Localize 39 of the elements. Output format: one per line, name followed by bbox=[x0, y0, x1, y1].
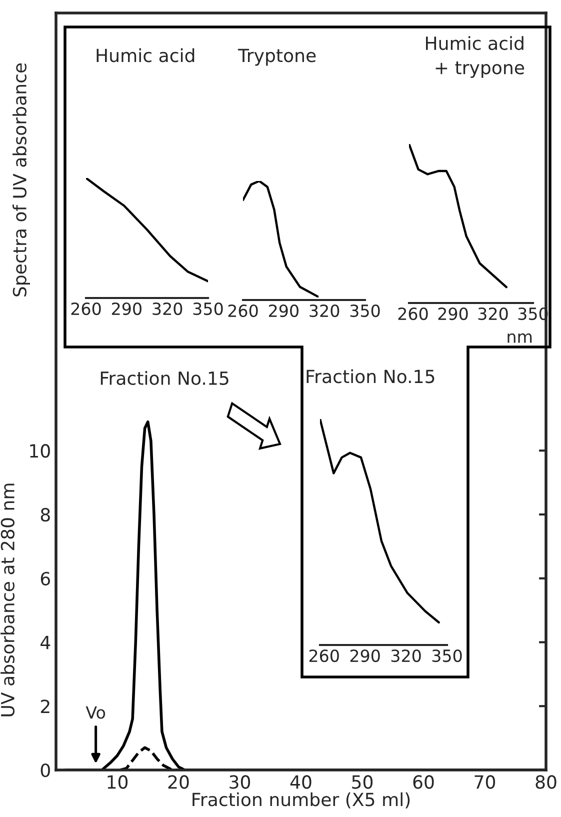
x-tick-label: 260 bbox=[228, 304, 258, 318]
y-tick-label: 0 bbox=[40, 763, 50, 778]
y-axis-title: UV absorbance at 280 nm bbox=[0, 484, 14, 716]
x-tick-label: 40 bbox=[290, 775, 312, 789]
x-tick-label: 350 bbox=[193, 302, 223, 316]
x-tick-label: 320 bbox=[152, 302, 182, 316]
x-tick-label: 260 bbox=[71, 302, 101, 316]
x-tick-label: 10 bbox=[108, 775, 128, 789]
y-tick-label: 2 bbox=[40, 700, 50, 713]
y-tick-label: 4 bbox=[40, 636, 50, 650]
y-tick-label: 10 bbox=[30, 444, 50, 458]
y-tick-label: 8 bbox=[40, 508, 50, 522]
annotation: Vo bbox=[86, 706, 106, 719]
chart-title: Fraction No.15 bbox=[306, 369, 434, 384]
x-tick-label: 70 bbox=[474, 775, 496, 789]
chart-title: Humic acid + trypone bbox=[426, 36, 524, 78]
x-tick-label: 260 bbox=[309, 649, 339, 662]
x-tick-label: 350 bbox=[432, 649, 462, 662]
x-tick-label: 20 bbox=[168, 775, 189, 789]
x-tick-label: 30 bbox=[230, 775, 250, 789]
x-tick-label: 290 bbox=[268, 304, 298, 318]
x-axis-title: Fraction number (X5 ml) bbox=[192, 792, 410, 808]
y-axis-title: Spectra of UV absorbance bbox=[12, 63, 30, 296]
chart-title: Humic acid bbox=[96, 48, 194, 62]
x-tick-label: 320 bbox=[310, 304, 340, 318]
x-tick-label: 350 bbox=[350, 304, 380, 318]
annotation: Fraction No.15 bbox=[100, 371, 228, 386]
x-tick-label: 260 bbox=[398, 307, 428, 320]
x-tick-label: 290 bbox=[112, 302, 142, 316]
x-tick-label: 60 bbox=[413, 775, 434, 789]
x-axis-title: nm bbox=[508, 333, 532, 343]
x-tick-label: 290 bbox=[438, 307, 468, 320]
x-tick-label: 320 bbox=[391, 649, 421, 662]
y-tick-label: 6 bbox=[40, 572, 50, 586]
x-tick-label: 290 bbox=[350, 649, 380, 662]
x-tick-label: 80 bbox=[536, 775, 556, 789]
x-tick-label: 50 bbox=[352, 775, 373, 789]
x-tick-label: 320 bbox=[478, 307, 508, 320]
chart-title: Tryptone bbox=[238, 48, 316, 66]
